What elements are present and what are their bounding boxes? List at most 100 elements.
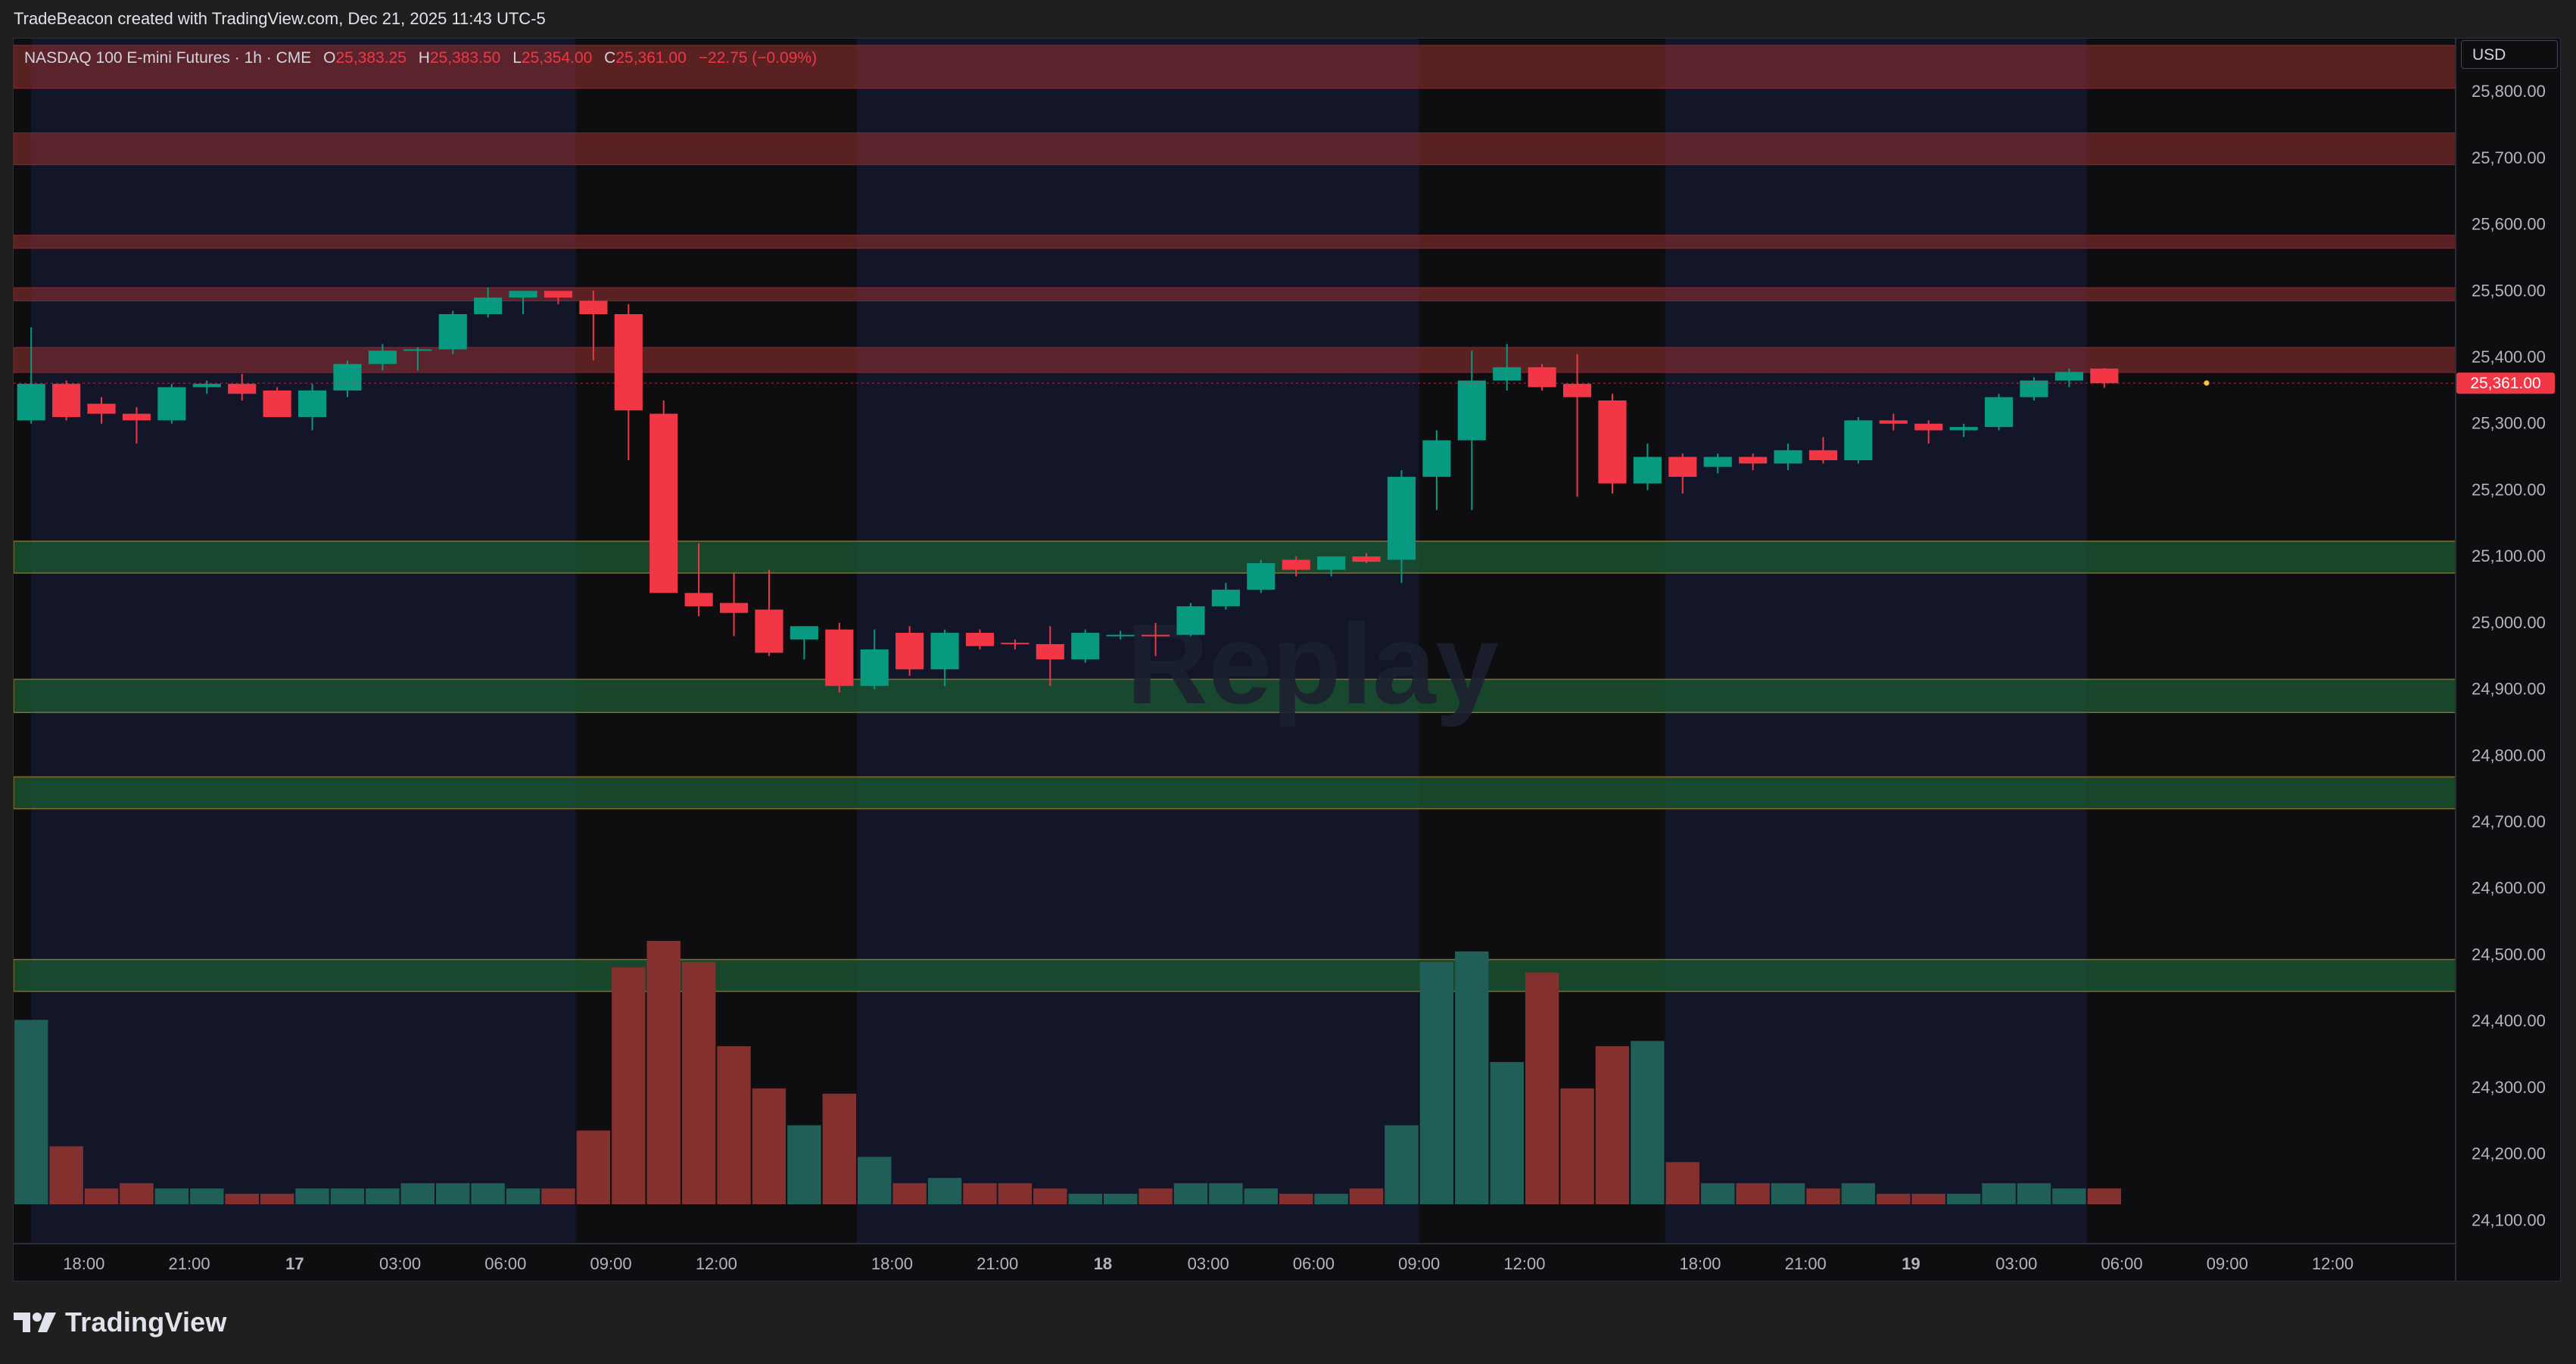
candle-body [1633,456,1662,484]
candle [1668,453,1697,494]
time-tick-label: 21:00 [977,1254,1018,1273]
candle [403,347,432,371]
candle-body [263,390,291,417]
candle-body [1282,559,1310,570]
candle [544,291,573,304]
candle-body [544,291,573,298]
candle-body [1247,562,1276,590]
price-tick-label: 24,800.00 [2472,746,2546,765]
candle-body [1668,456,1697,477]
volume-bar [1665,1162,1700,1204]
support-zone [14,776,2456,810]
volume-bar [822,1093,857,1204]
candle [1563,353,1592,497]
volume-bar [1806,1188,1840,1204]
resistance-zone [14,132,2456,166]
volume-bar [1771,1183,1805,1204]
candle [1036,626,1064,687]
candle [2090,368,2119,388]
support-zone [14,958,2456,992]
volume-bar [1033,1188,1067,1204]
price-tick-label: 25,400.00 [2472,347,2546,366]
candle-body [860,649,889,687]
price-tick-label: 24,100.00 [2472,1210,2546,1229]
time-tick-label: 09:00 [2207,1254,2248,1273]
price-zones [14,45,2456,992]
volume-bar [1244,1188,1279,1204]
candle [965,629,995,649]
candle [1493,344,1522,391]
volume-bar [1946,1194,1981,1204]
candle-body [1879,420,1908,424]
symbol-title[interactable]: NASDAQ 100 E-mini Futures · 1h · CME [24,49,312,67]
volume-bar [717,1046,751,1204]
candle [1211,583,1240,610]
candle-body [1703,456,1732,467]
time-tick-label: 06:00 [2101,1254,2143,1273]
volume-bar [963,1183,997,1204]
close-value: 25,361.00 [615,49,687,67]
candle-body [790,626,818,640]
volume-bar [225,1194,259,1204]
volume-bar [1173,1183,1208,1204]
candle [52,380,81,421]
candles [17,287,2119,693]
candle [614,304,643,460]
candle-body [17,384,45,421]
low-label: L [512,49,522,67]
candle [1633,444,1662,490]
candle-body [2054,372,2083,381]
volume-bar [787,1125,821,1204]
volume-bar [436,1183,470,1204]
tradingview-logo[interactable]: TradingView [14,1306,227,1338]
candle-body [1141,634,1170,637]
volume-bar [366,1188,400,1204]
time-tick-label: 12:00 [696,1254,737,1273]
volume-bar [576,1130,611,1204]
candle [1106,631,1135,640]
candle [1247,559,1276,593]
volume-bar [1138,1188,1173,1204]
volume-bar [1103,1194,1138,1204]
volume-bar [892,1183,927,1204]
price-tick-label: 25,000.00 [2472,613,2546,632]
candle-body [1774,450,1802,464]
volume-bar [1841,1183,1876,1204]
candle-body [965,633,995,646]
candle-body [1493,367,1522,381]
volume-bar [998,1183,1033,1204]
candle [1317,556,1346,577]
volume-bar [1560,1088,1594,1204]
candle [1739,453,1768,471]
candle-body [1528,367,1556,388]
price-tick-label: 24,700.00 [2472,812,2546,831]
candle [474,287,503,318]
price-tick-label: 24,400.00 [2472,1011,2546,1030]
candle-body [1739,456,1768,464]
volume-bar [84,1188,119,1204]
open-label: O [323,49,336,67]
candle [1071,629,1100,663]
candle [157,384,186,424]
candle-body [1071,633,1100,660]
candle-body [1808,450,1838,460]
last-price-label: 25,361.00 [2470,375,2540,392]
candle-body [2020,380,2048,397]
currency-selector[interactable]: USD [2461,40,2558,69]
candle-body [896,633,924,670]
time-tick-label: 03:00 [379,1254,421,1273]
candle [1949,423,1978,438]
candle-body [474,297,503,315]
time-tick-label: 21:00 [169,1254,210,1273]
price-axis: 25,800.00 25,700.00 25,600.00 25,500.00 25,4… [2472,82,2546,1229]
volume-bar [120,1183,154,1204]
candlestick-chart[interactable]: Replay 25,800.0025,700.0025,600.0025,500… [14,39,2561,1281]
candle-body [1211,590,1240,606]
time-tick-label: 18:00 [871,1254,913,1273]
chart-pane[interactable]: Replay 25,800.00 25,700.00 25,600.00 25,500… [13,38,2561,1281]
candle [263,387,291,417]
cursor-dot [2204,380,2210,386]
volume-bar [1911,1194,1945,1204]
candle [1914,420,1943,444]
candle-body [684,593,713,606]
